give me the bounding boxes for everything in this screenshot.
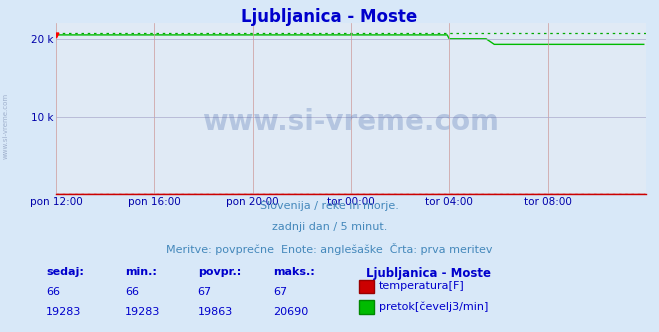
Text: www.si-vreme.com: www.si-vreme.com (202, 109, 500, 136)
Text: Slovenija / reke in morje.: Slovenija / reke in morje. (260, 201, 399, 211)
Text: min.:: min.: (125, 267, 157, 277)
Text: maks.:: maks.: (273, 267, 315, 277)
Text: www.si-vreme.com: www.si-vreme.com (2, 93, 9, 159)
Text: 66: 66 (125, 287, 139, 297)
Text: pretok[čevelj3/min]: pretok[čevelj3/min] (379, 301, 488, 312)
Text: 19283: 19283 (125, 307, 161, 317)
Text: 19863: 19863 (198, 307, 233, 317)
Text: 66: 66 (46, 287, 60, 297)
Text: Ljubljanica - Moste: Ljubljanica - Moste (241, 8, 418, 26)
Text: zadnji dan / 5 minut.: zadnji dan / 5 minut. (272, 222, 387, 232)
Text: Ljubljanica - Moste: Ljubljanica - Moste (366, 267, 491, 280)
Text: 67: 67 (273, 287, 287, 297)
Text: Meritve: povprečne  Enote: anglešaške  Črta: prva meritev: Meritve: povprečne Enote: anglešaške Črt… (166, 243, 493, 255)
Text: temperatura[F]: temperatura[F] (379, 281, 465, 290)
Text: sedaj:: sedaj: (46, 267, 84, 277)
Text: 20690: 20690 (273, 307, 308, 317)
Text: povpr.:: povpr.: (198, 267, 241, 277)
Text: 67: 67 (198, 287, 212, 297)
Text: 19283: 19283 (46, 307, 82, 317)
